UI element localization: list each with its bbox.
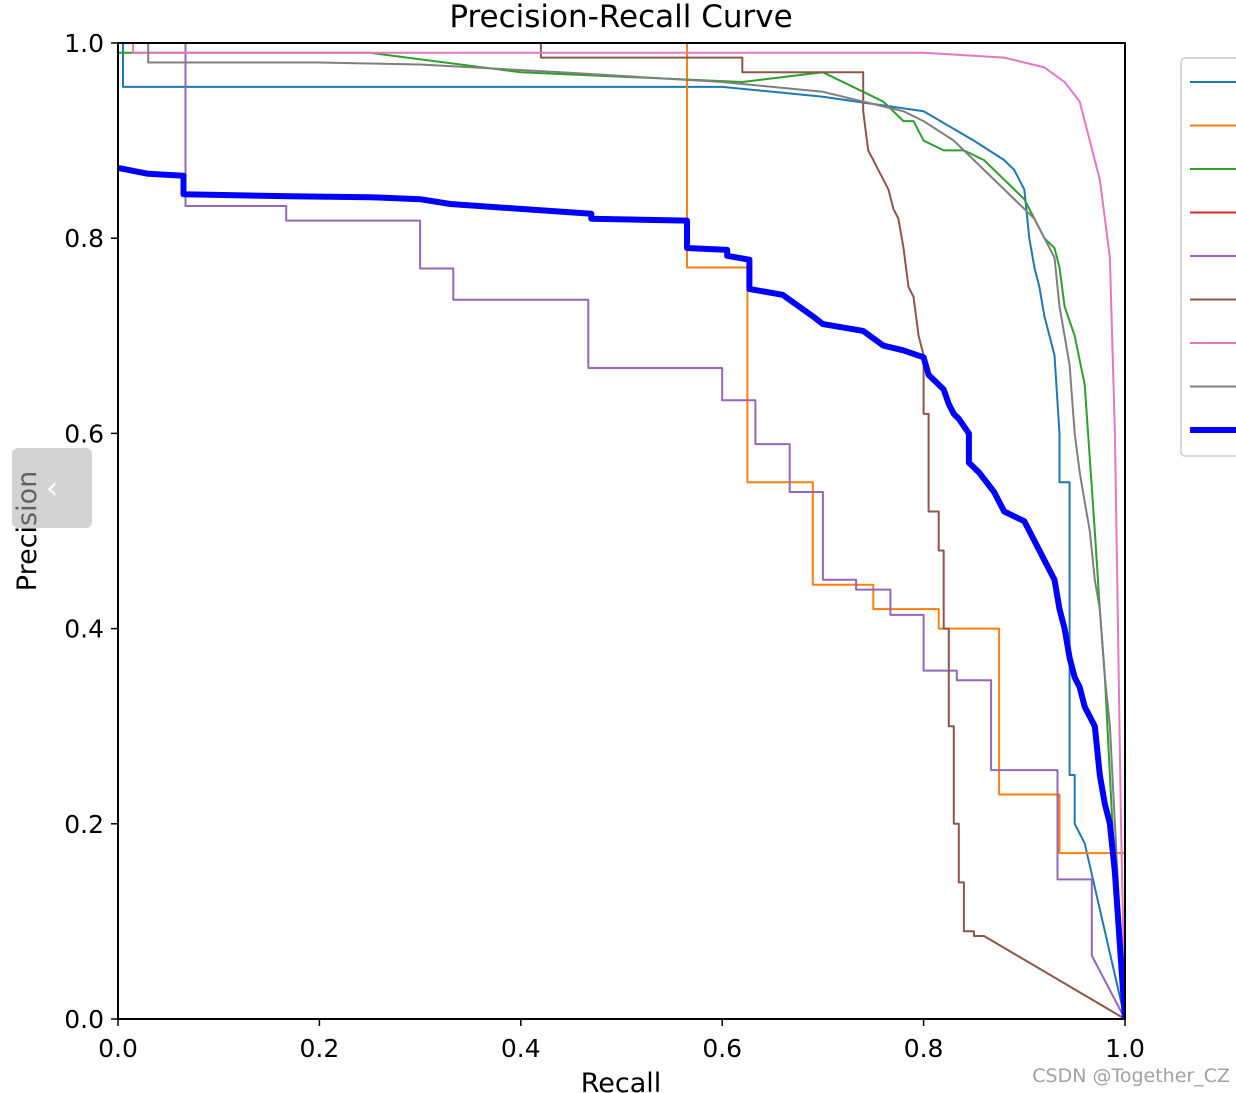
series-line-class-2: [686, 43, 1125, 1019]
y-tick-label: 0.2: [64, 810, 104, 839]
series-line-class-5: [184, 43, 1125, 1019]
plot-frame: [117, 42, 1126, 1020]
y-tick-label: 1.0: [64, 29, 104, 58]
ticks-layer: 0.0 0.2 0.4 0.6 0.8 1.0 0.0 0.2 0.4 0.6 0.8 1.0: [64, 29, 1145, 1063]
series-layer: [118, 43, 1125, 1019]
x-tick-label: 0.4: [501, 1034, 541, 1063]
series-line-class-3: [118, 51, 1125, 1019]
x-tick-label: 1.0: [1105, 1034, 1145, 1063]
chevron-left-icon: ‹: [46, 470, 58, 506]
x-tick-label: 0.0: [98, 1034, 138, 1063]
x-axis-label: Recall: [581, 1068, 662, 1093]
x-tick-label: 0.8: [904, 1034, 944, 1063]
y-tick-label: 0.4: [64, 615, 104, 644]
y-tick-label: 0.8: [64, 224, 104, 253]
collapse-sidebar-button[interactable]: ‹: [12, 448, 92, 528]
x-tick-label: 0.2: [300, 1034, 340, 1063]
x-tick-label: 0.6: [702, 1034, 742, 1063]
series-line-class-7: [126, 43, 1125, 1019]
series-line-class-1: [118, 43, 1125, 1019]
series-line-class-6: [539, 43, 1125, 1019]
chart-title: Precision-Recall Curve: [449, 0, 792, 35]
watermark: CSDN @Together_CZ: [1032, 1065, 1230, 1087]
series-line-all-classes: [118, 164, 1125, 1019]
y-tick-label: 0.0: [64, 1005, 104, 1034]
legend-layer: [1190, 81, 1236, 433]
y-tick-label: 0.6: [64, 419, 104, 448]
series-line-class-8: [147, 43, 1125, 1019]
